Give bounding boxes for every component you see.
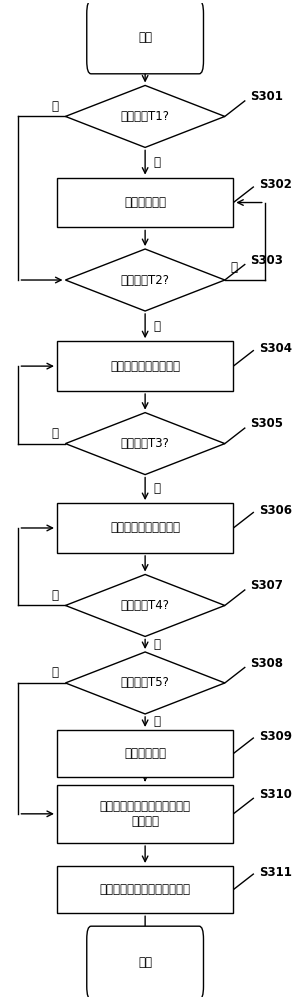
Text: 是: 是 <box>153 482 160 495</box>
Polygon shape <box>65 574 225 636</box>
Text: 是: 是 <box>153 156 160 169</box>
Bar <box>57 503 233 553</box>
Text: 温度低于T1?: 温度低于T1? <box>121 110 170 123</box>
Text: S310: S310 <box>259 788 292 801</box>
Polygon shape <box>65 413 225 475</box>
Text: 否: 否 <box>51 427 58 440</box>
Text: 否: 否 <box>230 261 238 274</box>
Text: 启动空调预热: 启动空调预热 <box>124 196 166 209</box>
Polygon shape <box>65 652 225 714</box>
Text: S305: S305 <box>250 417 284 430</box>
Text: S309: S309 <box>259 730 292 743</box>
Polygon shape <box>65 85 225 147</box>
Bar <box>57 341 233 391</box>
Text: S308: S308 <box>250 657 284 670</box>
Text: 温差低于T5?: 温差低于T5? <box>121 676 170 689</box>
Text: 启动空调散热: 启动空调散热 <box>124 747 166 760</box>
Text: 是: 是 <box>153 715 160 728</box>
Text: 是: 是 <box>153 320 160 333</box>
Text: 温度高于T4?: 温度高于T4? <box>121 599 170 612</box>
Text: 否: 否 <box>51 100 58 113</box>
Text: 设置风扇控制信号占空比，并
启动风扇: 设置风扇控制信号占空比，并 启动风扇 <box>100 800 190 828</box>
Polygon shape <box>65 249 225 311</box>
Text: 开始: 开始 <box>138 31 152 44</box>
Text: S302: S302 <box>259 178 292 191</box>
Text: 否: 否 <box>51 589 58 602</box>
Text: S303: S303 <box>250 254 283 267</box>
Bar <box>57 178 233 227</box>
Text: 是: 是 <box>153 638 160 651</box>
Bar <box>57 730 233 777</box>
Text: S304: S304 <box>259 342 292 355</box>
Text: 结束: 结束 <box>138 956 152 969</box>
FancyBboxPatch shape <box>87 1 203 74</box>
Text: 持续散热，直到充电过程结束: 持续散热，直到充电过程结束 <box>100 883 190 896</box>
Text: 温度高于T3?: 温度高于T3? <box>121 437 170 450</box>
Text: 对电池进行小电流充电: 对电池进行小电流充电 <box>110 360 180 373</box>
Bar <box>57 866 233 913</box>
Text: S307: S307 <box>250 579 283 592</box>
Text: 否: 否 <box>51 666 58 679</box>
Text: 对电池进行大电流充电: 对电池进行大电流充电 <box>110 521 180 534</box>
Text: 温度高于T2?: 温度高于T2? <box>121 274 170 287</box>
Text: S306: S306 <box>259 504 292 517</box>
Text: S311: S311 <box>259 866 292 879</box>
Text: S301: S301 <box>250 90 283 103</box>
Bar <box>57 785 233 843</box>
FancyBboxPatch shape <box>87 926 203 999</box>
